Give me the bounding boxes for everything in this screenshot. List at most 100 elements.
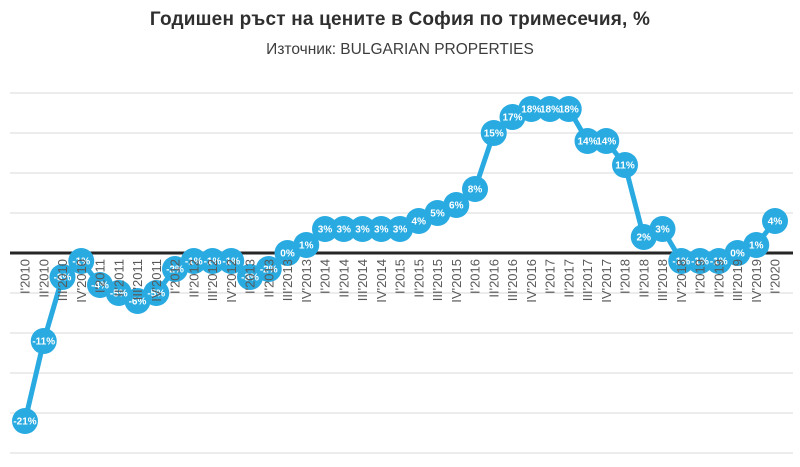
x-axis-label: III'2019: [730, 259, 745, 301]
data-point-marker: [218, 248, 245, 274]
x-axis-label: I'2019: [693, 259, 708, 294]
data-point-marker: [687, 248, 713, 274]
data-point-value-label: 3%: [655, 225, 670, 236]
data-point-value-label: 3%: [393, 225, 408, 236]
data-point-value-label: 15%: [484, 129, 504, 140]
x-axis-label: III'2013: [280, 259, 295, 301]
data-point-value-label: -3%: [54, 273, 72, 284]
data-point-marker: [443, 192, 470, 218]
data-point-value-label: 0%: [730, 249, 745, 260]
x-axis-label: II'2016: [486, 259, 501, 298]
data-point-value-label: 18%: [521, 105, 541, 116]
x-axis-label: III'2016: [505, 259, 520, 301]
data-point-value-label: 11%: [615, 161, 635, 172]
data-point-marker: [462, 176, 488, 202]
chart-title: Годишен ръст на цените в София по тримес…: [149, 9, 651, 30]
data-point-marker: [574, 128, 601, 154]
x-axis-label: I'2016: [468, 259, 483, 294]
data-point-value-label: -1%: [222, 257, 240, 268]
data-point-value-label: 3%: [374, 225, 389, 236]
x-axis-label: III'2012: [205, 259, 220, 301]
x-axis-label: II'2010: [36, 259, 51, 298]
x-axis-label: III'2018: [655, 259, 670, 301]
data-point-value-label: 3%: [355, 225, 370, 236]
data-point-value-label: -1%: [691, 257, 709, 268]
data-point-marker: [612, 152, 638, 178]
data-point-marker: [537, 96, 563, 122]
x-axis-label: IV'2014: [374, 259, 389, 303]
data-point-marker: [480, 120, 507, 146]
data-point-marker: [12, 408, 38, 434]
data-point-value-label: -6%: [129, 297, 147, 308]
data-point-marker: [555, 96, 582, 122]
data-point-value-label: -1%: [710, 257, 728, 268]
data-point-value-label: -5%: [110, 289, 128, 300]
data-point-marker: [649, 216, 676, 242]
x-axis-label: IV'2015: [449, 259, 464, 303]
x-axis-label: II'2018: [636, 259, 651, 298]
data-point-value-label: 2%: [637, 233, 652, 244]
data-point-value-label: -1%: [204, 257, 222, 268]
x-axis-label: IV'2013: [299, 259, 314, 303]
data-point-value-label: 5%: [430, 209, 445, 220]
data-point-value-label: -5%: [147, 289, 165, 300]
x-axis-label: IV'2019: [749, 259, 764, 303]
data-point-marker: [330, 216, 357, 242]
data-point-value-label: -3%: [241, 273, 259, 284]
data-point-marker: [49, 264, 76, 290]
data-point-marker: [743, 232, 770, 258]
data-point-marker: [349, 216, 376, 242]
data-point-value-label: 18%: [559, 105, 579, 116]
x-axis-label: IV'2017: [599, 259, 614, 303]
data-point-marker: [68, 248, 95, 274]
data-point-value-label: -21%: [13, 417, 36, 428]
x-axis-label: II'2013: [261, 259, 276, 298]
data-point-value-label: 18%: [540, 105, 560, 116]
data-point-value-label: -11%: [32, 337, 55, 348]
data-point-value-label: 8%: [468, 185, 483, 196]
data-point-marker: [255, 256, 282, 282]
data-point-value-label: -4%: [91, 281, 109, 292]
data-point-value-label: 6%: [449, 201, 464, 212]
data-point-value-label: -1%: [72, 257, 90, 268]
x-axis-label: II'2011: [111, 259, 126, 297]
x-axis-label: IV'2016: [524, 259, 539, 303]
data-point-marker: [293, 232, 320, 258]
data-point-marker: [312, 216, 338, 242]
x-axis-label: III'2015: [430, 259, 445, 301]
x-axis-label: I'2014: [318, 259, 333, 294]
data-point-value-label: 4%: [768, 217, 783, 228]
x-axis-label: I'2015: [393, 259, 408, 294]
x-axis-label: I'2020: [768, 259, 783, 294]
data-point-marker: [143, 280, 170, 306]
x-axis-label: II'2014: [336, 259, 351, 298]
data-point-marker: [30, 328, 57, 354]
x-axis-label: I'2018: [618, 259, 633, 294]
data-point-marker: [368, 216, 395, 242]
x-axis-label: IV'2012: [224, 259, 239, 303]
x-axis-label: I'2013: [243, 259, 258, 294]
x-axis-label: I'2012: [168, 259, 183, 294]
x-axis-label: I'2010: [18, 259, 33, 294]
data-point-value-label: -1%: [185, 257, 203, 268]
x-axis-label: III'2014: [355, 259, 370, 301]
data-point-value-label: 14%: [596, 137, 616, 148]
x-axis-label: II'2012: [186, 259, 201, 298]
data-point-value-label: 1%: [299, 241, 314, 252]
x-axis-label: II'2017: [561, 259, 576, 298]
data-point-value-label: 4%: [412, 217, 427, 228]
x-axis-label: IV'2010: [74, 259, 89, 303]
data-point-marker: [668, 248, 695, 274]
x-axis-label: II'2015: [411, 259, 426, 298]
x-axis-label: III'2017: [580, 259, 595, 301]
data-point-value-label: 3%: [337, 225, 352, 236]
data-point-value-label: -1%: [672, 257, 690, 268]
data-point-value-label: 14%: [577, 137, 597, 148]
data-point-value-label: -2%: [166, 265, 184, 276]
x-axis-label: III'2011: [130, 259, 145, 300]
data-point-value-label: 0%: [280, 249, 295, 260]
x-axis-label: II'2019: [711, 259, 726, 298]
x-axis-label: I'2017: [543, 259, 558, 294]
data-point-marker: [762, 208, 788, 234]
